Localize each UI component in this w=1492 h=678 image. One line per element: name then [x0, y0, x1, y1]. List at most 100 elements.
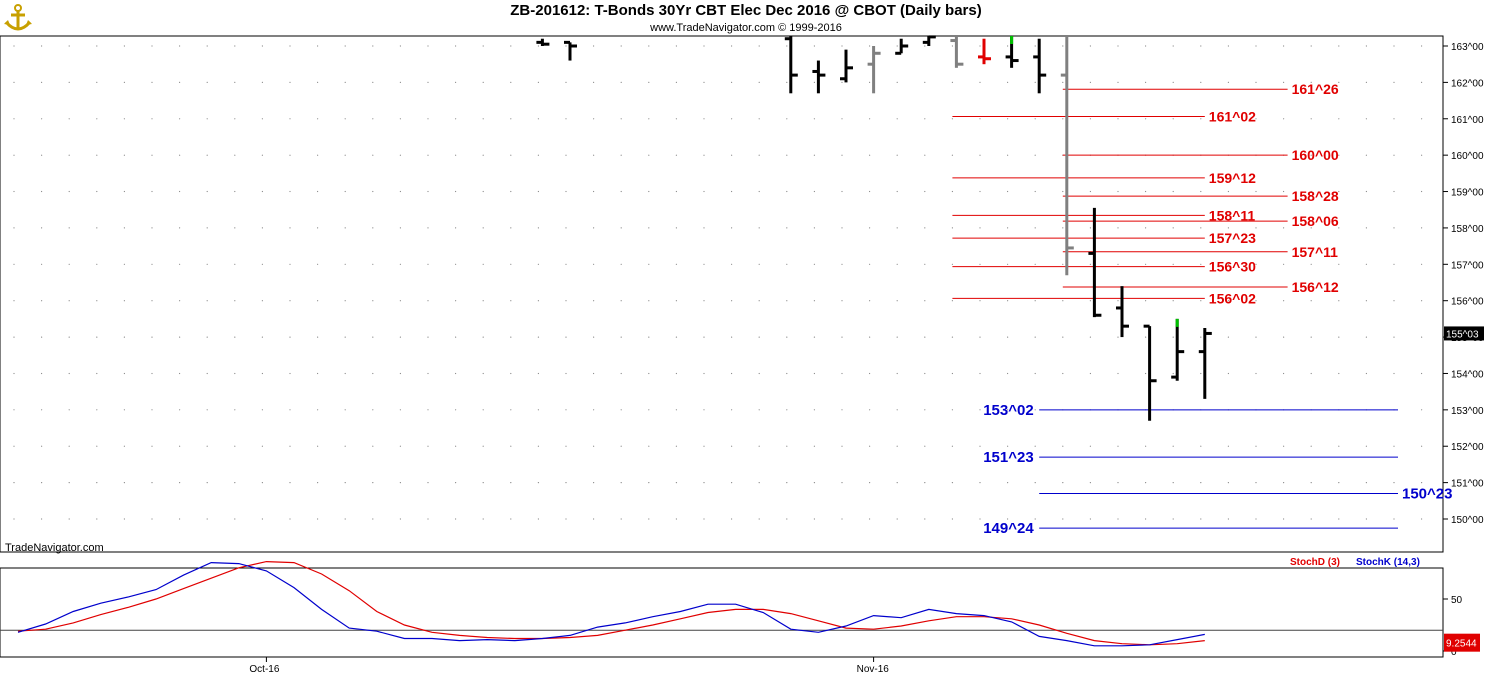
grid-dot — [869, 482, 871, 484]
grid-dot — [648, 372, 650, 375]
grid-dot — [13, 45, 15, 47]
grid-dot — [786, 300, 788, 302]
ohlc-bar[interactable] — [840, 49, 853, 83]
grid-dot — [813, 336, 816, 338]
copyright-text: www.TradeNavigator.com © 1999-2016 — [650, 22, 842, 34]
ohlc-bar[interactable] — [978, 38, 991, 65]
grid-dot — [1062, 336, 1064, 338]
grid-dot — [924, 372, 926, 375]
grid-dot — [620, 154, 622, 156]
grid-dot — [179, 227, 181, 229]
last-price-box — [1444, 326, 1484, 341]
grid-dot — [1007, 263, 1009, 265]
ohlc-bar[interactable] — [895, 38, 909, 55]
grid-dot — [648, 518, 650, 520]
grid-dot — [1062, 190, 1064, 193]
grid-dot — [565, 227, 567, 229]
grid-dot — [68, 263, 70, 265]
ohlc-bar[interactable] — [564, 40, 577, 61]
price-bars[interactable] — [536, 35, 1212, 421]
grid-dot — [427, 300, 429, 302]
grid-dot — [1283, 263, 1285, 265]
grid-dot — [896, 81, 898, 83]
grid-dot — [1310, 300, 1312, 302]
grid-dot — [482, 482, 484, 484]
grid-dot — [758, 300, 760, 302]
grid-dot — [565, 118, 567, 120]
grid-dot — [1365, 154, 1367, 156]
price-levels: 161^26 161^02 160^00 159^12 158^28 158^11 158^… — [952, 81, 1452, 537]
ohlc-bar[interactable] — [1060, 36, 1074, 276]
ohlc-bar[interactable] — [784, 36, 798, 94]
ohlc-bar[interactable] — [812, 60, 826, 94]
grid-dot — [482, 81, 484, 83]
grid-dot — [1145, 118, 1147, 120]
ohlc-bar[interactable] — [1033, 38, 1047, 94]
grid-dot — [979, 372, 981, 375]
grid-dot — [703, 372, 705, 375]
grid-dot — [731, 300, 733, 302]
grid-dot — [731, 372, 733, 375]
grid-dot — [68, 409, 70, 411]
grid-dot — [813, 409, 816, 411]
grid-dot — [1365, 190, 1367, 193]
grid-dot — [96, 518, 98, 520]
grid-dot — [372, 518, 374, 520]
grid-dot — [482, 372, 484, 375]
ohlc-bar[interactable] — [867, 46, 881, 94]
grid-dot — [317, 118, 319, 120]
ohlc-bar[interactable] — [1088, 207, 1102, 318]
ohlc-bar[interactable] — [1005, 36, 1019, 68]
grid-dot — [1338, 45, 1340, 47]
grid-dot — [813, 45, 816, 47]
grid-dot — [896, 263, 898, 265]
grid-dot — [427, 263, 429, 265]
grid-dot — [1145, 482, 1147, 484]
grid-dot — [758, 118, 760, 120]
grid-dot — [96, 263, 98, 265]
price-tick-label: 152^00 — [1451, 442, 1484, 453]
grid-dot — [510, 45, 512, 47]
grid-dot — [455, 518, 457, 520]
grid-dot — [593, 518, 595, 520]
grid-dot — [427, 409, 429, 411]
grid-dot — [510, 445, 512, 447]
grid-dot — [924, 445, 926, 447]
ohlc-bar[interactable] — [1116, 286, 1129, 338]
grid-dot — [565, 190, 567, 193]
grid-dot — [455, 263, 457, 265]
grid-dot — [179, 518, 181, 520]
grid-dot — [731, 154, 733, 156]
ohlc-bar[interactable] — [1198, 327, 1212, 399]
grid-dot — [786, 227, 788, 229]
grid-dot — [206, 45, 208, 47]
grid-dot — [344, 372, 346, 375]
grid-dot — [1200, 445, 1202, 447]
grid-dot — [896, 518, 898, 520]
grid-dot — [979, 227, 981, 229]
ohlc-bar[interactable] — [950, 36, 964, 68]
grid-dot — [510, 482, 512, 484]
price-tick-label: 156^00 — [1451, 297, 1484, 308]
grid-dot — [151, 81, 153, 83]
grid-dot — [565, 336, 567, 338]
ohlc-bar[interactable] — [1143, 324, 1157, 421]
grid-dot — [399, 518, 401, 520]
grid-dot — [344, 227, 346, 229]
ohlc-bar[interactable] — [536, 38, 550, 46]
grid-dot — [455, 409, 457, 411]
grid-dot — [151, 190, 153, 193]
grid-dot — [565, 409, 567, 411]
grid-dot — [455, 445, 457, 447]
level-label: 156^12 — [1292, 279, 1339, 295]
grid-dot — [786, 518, 788, 520]
ohlc-bar[interactable] — [1171, 318, 1185, 381]
grid-dot — [151, 118, 153, 120]
ohlc-bar[interactable] — [922, 35, 936, 46]
grid-dot — [1393, 518, 1395, 520]
grid-dot — [537, 300, 540, 302]
grid-dot — [758, 518, 760, 520]
grid-dot — [924, 300, 926, 302]
grid-dot — [41, 45, 43, 47]
grid-dot — [951, 336, 954, 338]
